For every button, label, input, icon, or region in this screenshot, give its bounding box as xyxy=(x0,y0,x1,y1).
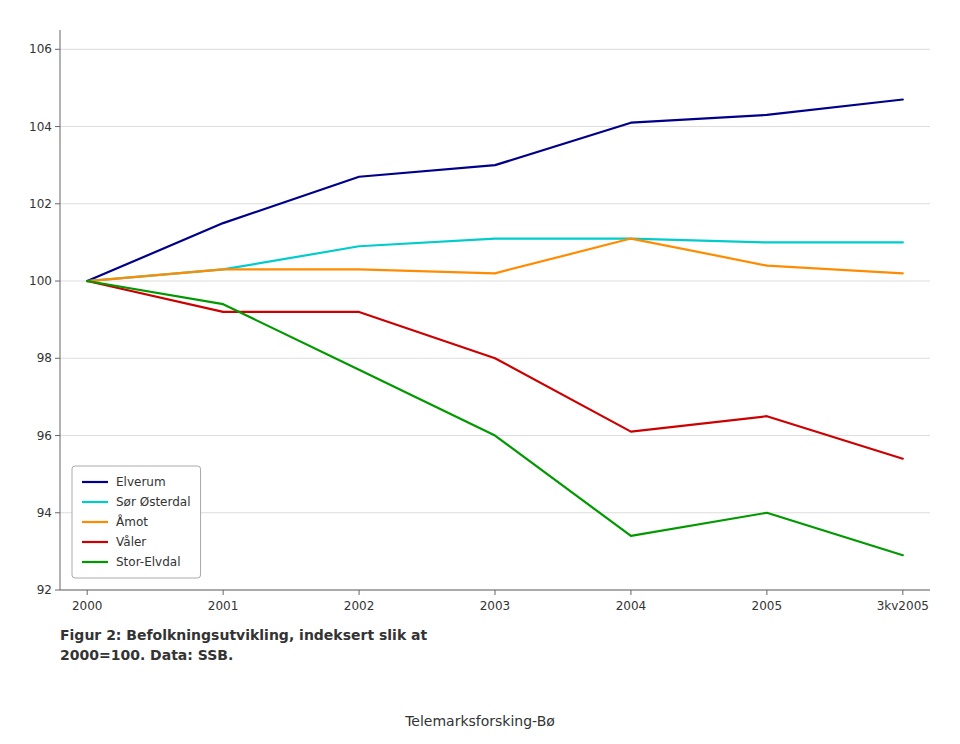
legend-swatch xyxy=(82,521,108,523)
y-tick-label: 102 xyxy=(29,197,52,211)
y-tick xyxy=(55,358,60,359)
legend-box xyxy=(72,466,201,578)
axes: 92 94 96 98 100 102 104 106 2000 2001 2002 2003 2004… xyxy=(29,30,930,613)
y-tick-label: 100 xyxy=(29,274,52,288)
legend-label: Våler xyxy=(116,535,146,549)
legend-swatch xyxy=(82,541,108,543)
series-group xyxy=(87,100,903,556)
legend-label: Åmot xyxy=(116,514,148,529)
y-tick xyxy=(55,203,60,204)
legend-swatch xyxy=(82,501,108,503)
series-line xyxy=(87,281,903,459)
legend-label: Stor-Elvdal xyxy=(116,555,180,569)
x-tick-label: 2004 xyxy=(616,599,647,613)
y-tick xyxy=(55,49,60,50)
x-tick xyxy=(359,590,360,595)
chart: 92 94 96 98 100 102 104 106 2000 2001 2002 2003 2004… xyxy=(0,0,960,744)
y-tick-label: 104 xyxy=(29,120,52,134)
x-tick-label: 2001 xyxy=(208,599,239,613)
grid xyxy=(60,49,930,590)
grid-line xyxy=(60,126,930,127)
y-tick-label: 98 xyxy=(37,351,52,365)
grid-line xyxy=(60,203,930,204)
grid-line xyxy=(60,590,930,591)
grid-line xyxy=(60,281,930,282)
y-tick-label: 96 xyxy=(37,429,52,443)
x-tick-label: 3kv2005 xyxy=(877,599,929,613)
caption: Figur 2: Befolkningsutvikling, indeksert… xyxy=(60,627,428,643)
y-tick-label: 106 xyxy=(29,42,52,56)
y-tick-label: 94 xyxy=(37,506,52,520)
caption: 2000=100. Data: SSB. xyxy=(60,647,233,663)
legend: Elverum Sør Østerdal Åmot Våler Stor-Elvdal xyxy=(72,466,201,578)
series-line xyxy=(87,239,903,281)
x-tick xyxy=(87,590,88,595)
legend-label: Elverum xyxy=(116,475,166,489)
footer: Telemarksforsking-Bø xyxy=(404,713,555,729)
x-tick xyxy=(495,590,496,595)
legend-label: Sør Østerdal xyxy=(116,495,191,509)
y-axis-line xyxy=(60,30,61,590)
y-tick xyxy=(55,512,60,513)
y-tick xyxy=(55,126,60,127)
series-line xyxy=(87,239,903,281)
y-tick xyxy=(55,590,60,591)
legend-swatch xyxy=(82,481,108,483)
series-line xyxy=(87,100,903,282)
captions: Figur 2: Befolkningsutvikling, indeksert… xyxy=(60,627,555,729)
x-tick-label: 2000 xyxy=(72,599,103,613)
series-line xyxy=(87,281,903,555)
y-tick xyxy=(55,435,60,436)
legend-swatch xyxy=(82,561,108,563)
y-tick xyxy=(55,281,60,282)
x-axis-line xyxy=(60,590,930,591)
x-tick-label: 2005 xyxy=(752,599,783,613)
y-tick-label: 92 xyxy=(37,583,52,597)
x-tick xyxy=(223,590,224,595)
x-tick-label: 2003 xyxy=(480,599,511,613)
grid-line xyxy=(60,49,930,50)
x-tick-label: 2002 xyxy=(344,599,375,613)
x-tick xyxy=(766,590,767,595)
x-tick xyxy=(902,590,903,595)
x-tick xyxy=(630,590,631,595)
